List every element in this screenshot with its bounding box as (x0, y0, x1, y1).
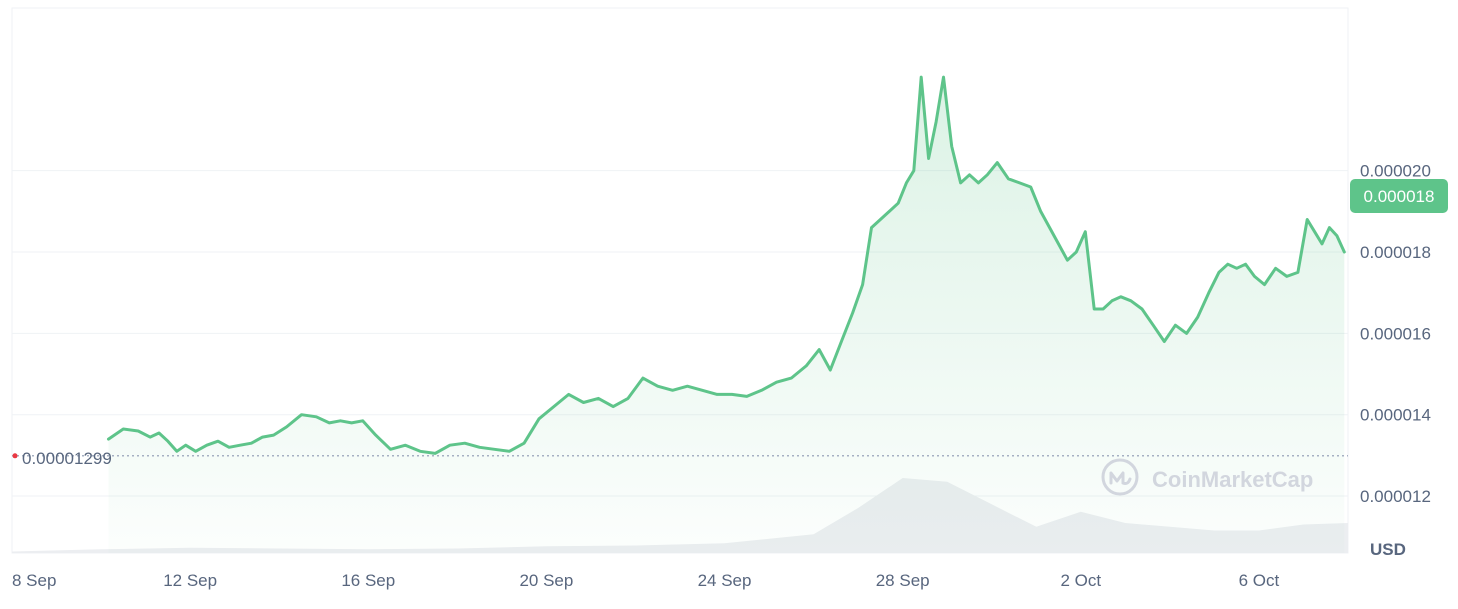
watermark: CoinMarketCap (1101, 458, 1313, 496)
x-tick-label: 28 Sep (876, 571, 930, 590)
watermark-text: CoinMarketCap (1152, 467, 1313, 492)
price-area (108, 77, 1345, 553)
y-tick-label: 0.000014 (1360, 406, 1431, 425)
price-line[interactable] (107, 75, 1346, 455)
x-tick-label: 12 Sep (163, 571, 217, 590)
reference-marker (12, 453, 18, 459)
x-tick-label: 6 Oct (1239, 571, 1280, 590)
price-area-fill (108, 77, 1345, 553)
x-tick-label: 20 Sep (519, 571, 573, 590)
y-tick-label: 0.000016 (1360, 324, 1431, 343)
y-tick-label: 0.000012 (1360, 487, 1431, 506)
current-price-badge-bg (1350, 179, 1448, 213)
current-price-label: 0.000018 (1364, 187, 1435, 206)
x-tick-label: 16 Sep (341, 571, 395, 590)
x-tick-label: 8 Sep (12, 571, 56, 590)
x-tick-label: 24 Sep (698, 571, 752, 590)
coinmarketcap-logo-icon (1101, 458, 1139, 496)
x-axis: 8 Sep 12 Sep 16 Sep 20 Sep 24 Sep 28 Sep 2 Oct… (12, 571, 1280, 590)
current-price-badge: 0.000018 (1350, 179, 1448, 213)
currency-label: USD (1370, 540, 1406, 559)
y-tick-label: 0.000018 (1360, 243, 1431, 262)
price-series[interactable] (107, 75, 1346, 455)
y-tick-label: 0.000020 (1360, 162, 1431, 181)
reference-line-group: 0.00001299 (12, 449, 1348, 468)
y-axis: 0.000012 0.000014 0.000016 0.000018 0.000020 (1360, 162, 1431, 506)
x-tick-label: 2 Oct (1060, 571, 1101, 590)
reference-line-label: 0.00001299 (22, 449, 112, 468)
